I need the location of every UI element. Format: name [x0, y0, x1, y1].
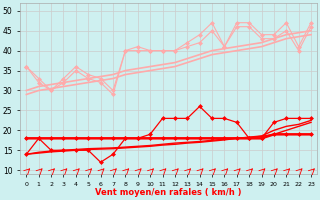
X-axis label: Vent moyen/en rafales ( km/h ): Vent moyen/en rafales ( km/h ): [95, 188, 242, 197]
